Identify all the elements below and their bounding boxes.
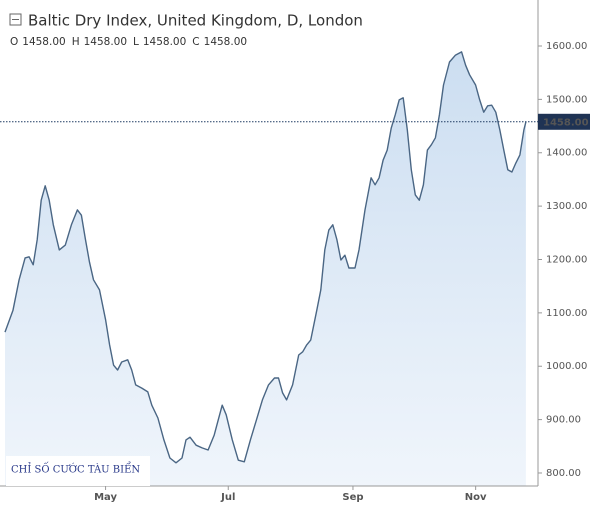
watermark-box <box>6 456 150 486</box>
ohlc-label: L <box>133 36 139 48</box>
y-tick-label: 1400.00 <box>546 148 587 159</box>
y-tick-label: 1300.00 <box>546 201 587 212</box>
ohlc-label: H <box>72 36 80 48</box>
y-tick-label: 1000.00 <box>546 361 587 372</box>
y-tick-label: 900.00 <box>546 415 581 426</box>
x-tick-label: Jul <box>220 492 235 503</box>
last-price-box <box>538 113 590 130</box>
collapse-icon[interactable] <box>9 13 22 26</box>
y-tick-label: 800.00 <box>546 468 581 479</box>
y-tick-label: 1200.00 <box>546 254 587 265</box>
x-tick-label: Nov <box>465 492 487 503</box>
y-tick-label: 1600.00 <box>546 41 587 52</box>
chart-title: Baltic Dry Index, United Kingdom, D, Lon… <box>28 12 363 30</box>
ohlc-value: 1458.00 <box>22 36 65 48</box>
last-price-label: 1458.00 <box>543 117 589 128</box>
ohlc-label: C <box>192 36 199 48</box>
ohlc-value: 1458.00 <box>143 36 186 48</box>
y-tick-label: 1100.00 <box>546 308 587 319</box>
x-tick-label: May <box>94 492 117 503</box>
x-tick-label: Sep <box>342 492 363 503</box>
area-fill <box>5 51 526 487</box>
price-line <box>4 51 527 464</box>
y-tick-label: 1500.00 <box>546 94 587 105</box>
watermark: CHỈ SỐ CƯỚC TÀU BIỂN <box>11 463 140 476</box>
ohlc-value: 1458.00 <box>204 36 247 48</box>
ohlc-value: 1458.00 <box>84 36 127 48</box>
ohlc-label: O <box>10 36 18 48</box>
